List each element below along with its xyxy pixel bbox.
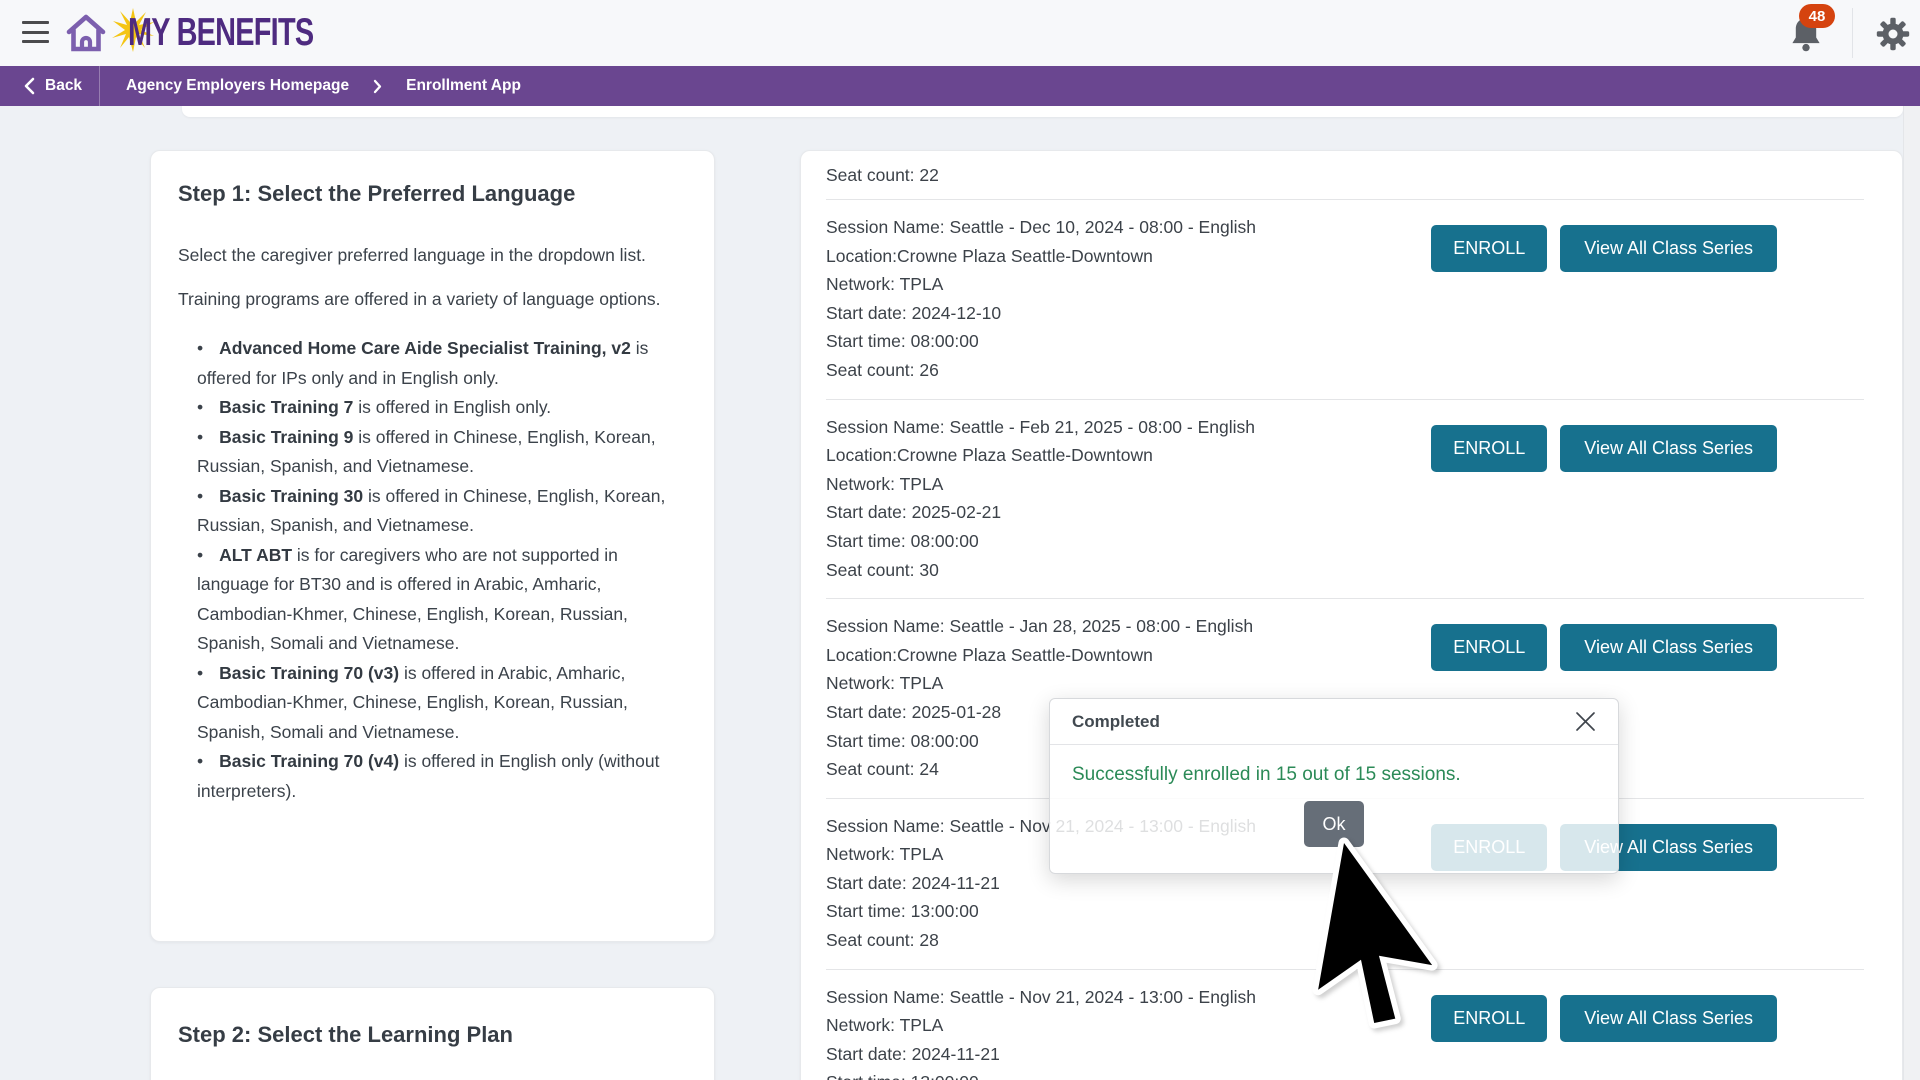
bullet-dot: • (197, 426, 204, 447)
program-language-bullet: • Advanced Home Care Aide Specialist Trai… (197, 338, 649, 388)
program-language-bullet: • Basic Training 70 (v3) is offered in Ar… (197, 662, 628, 742)
session-detail-line: Network: TPLA (826, 473, 944, 494)
session-list: Session Name: Seattle - Dec 10, 2024 - 0… (826, 199, 1864, 1080)
session-actions: ENROLL View All Class Series (1431, 225, 1777, 385)
session-row: Session Name: Seattle - Jan 28, 2025 - 0… (826, 598, 1864, 798)
vertical-scrollbar[interactable] (1903, 106, 1920, 1080)
session-row: Session Name: Seattle - Dec 10, 2024 - 0… (826, 199, 1864, 399)
session-detail-line: Network: TPLA (826, 1015, 944, 1036)
session-detail-line: Seat count: 30 (826, 559, 939, 580)
language-program-list: • Advanced Home Care Aide Specialist Trai… (178, 334, 686, 806)
back-label: Back (45, 77, 83, 94)
session-detail-line: Network: TPLA (826, 673, 944, 694)
session-detail-line: Start time: 13:00:00 (826, 1068, 1256, 1080)
session-details: Session Name: Seattle - Feb 21, 2025 - 0… (826, 413, 1255, 585)
step2-title: Step 2: Select the Learning Plan (178, 1022, 513, 1047)
modal-title: Completed (1072, 711, 1160, 731)
view-all-class-series-button[interactable]: View All Class Series (1560, 424, 1777, 472)
enroll-button[interactable]: ENROLL (1431, 624, 1548, 672)
session-detail-line: Session Name: Seattle - Nov 21, 2024 - 1… (826, 986, 1256, 1007)
starburst-icon (112, 8, 154, 52)
bullet-dot: • (197, 397, 204, 417)
ok-button[interactable]: Ok (1304, 801, 1364, 847)
mouse-cursor-arrow (1312, 837, 1438, 1029)
session-detail-line: Start time: 08:00:00 (826, 730, 979, 751)
brand-title: MY BENEFITS (128, 11, 314, 54)
settings-gear-icon[interactable] (1869, 15, 1910, 51)
view-all-class-series-button[interactable]: View All Class Series (1560, 624, 1777, 672)
step1-paragraph-2: Training programs are offered in a varie… (178, 288, 661, 309)
notification-count-badge: 48 (1799, 4, 1835, 28)
session-row: Session Name: Seattle - Nov 21, 2024 - 1… (826, 968, 1864, 1080)
session-detail-line: Seat count: 26 (826, 359, 939, 380)
bullet-dot: • (197, 338, 204, 358)
session-detail-line: Start time: 08:00:00 (826, 530, 979, 551)
enrollment-success-message: Successfully enrolled in 15 out of 15 se… (1072, 764, 1461, 785)
enroll-button[interactable]: ENROLL (1431, 424, 1548, 472)
bullet-dot: • (197, 544, 204, 565)
program-language-bullet: • Basic Training 30 is offered in Chinese… (197, 485, 666, 536)
chevron-right-icon (373, 79, 382, 93)
program-language-bullet: • ALT ABT is for caregivers who are not s… (197, 544, 628, 654)
session-detail-line: Network: TPLA (826, 844, 944, 865)
step1-title: Step 1: Select the Preferred Language (178, 181, 576, 206)
program-language-bullet: • Basic Training 9 is offered in Chinese,… (197, 426, 656, 477)
session-details: Session Name: Seattle - Nov 21, 2024 - 1… (826, 983, 1256, 1080)
step2-card: Step 2: Select the Learning Plan (150, 987, 715, 1080)
completed-modal: Completed Successfully enrolled in 15 ou… (1049, 698, 1619, 874)
bullet-dot: • (197, 485, 204, 506)
header-divider (1852, 8, 1853, 58)
session-detail-line: Start time: 13:00:00 (826, 901, 979, 922)
program-language-bullet: • Basic Training 7 is offered in English … (197, 397, 552, 417)
menu-hamburger-icon[interactable] (22, 21, 49, 43)
step1-card: Step 1: Select the Preferred Language Se… (150, 150, 715, 942)
session-detail-line: Session Name: Seattle - Feb 21, 2025 - 0… (826, 416, 1255, 437)
program-language-bullet: • Basic Training 70 (v4) is offered in En… (197, 751, 660, 801)
session-row: Session Name: Seattle - Feb 21, 2025 - 0… (826, 398, 1864, 599)
enroll-button[interactable]: ENROLL (1431, 225, 1548, 272)
session-detail-line: Start date: 2024-11-21 (826, 1043, 1000, 1064)
partial-session-seat-count: Seat count: 22 (826, 165, 939, 185)
session-details: Session Name: Seattle - Nov 21, 2024 - 1… (826, 812, 1256, 955)
session-detail-line: Location:Crowne Plaza Seattle-Downtown (826, 245, 1153, 266)
session-detail-line: Start date: 2024-11-21 (826, 872, 1000, 893)
view-all-class-series-button[interactable]: View All Class Series (1560, 994, 1777, 1042)
session-detail-line: Location:Crowne Plaza Seattle-Downtown (826, 644, 1153, 665)
session-detail-line: Start date: 2024-12-10 (826, 302, 1002, 323)
scrolled-card-bottom-edge (182, 106, 1903, 117)
session-detail-line: Session Name: Seattle - Jan 28, 2025 - 0… (826, 616, 1254, 637)
breadcrumb-agency-employers-homepage[interactable]: Agency Employers Homepage (120, 76, 355, 96)
session-detail-line: Seat count: 28 (826, 930, 939, 951)
session-details: Session Name: Seattle - Jan 28, 2025 - 0… (826, 612, 1253, 784)
session-detail-line: Start date: 2025-02-21 (826, 502, 1002, 523)
view-all-class-series-button[interactable]: View All Class Series (1560, 225, 1777, 272)
session-detail-line: Start time: 08:00:00 (826, 331, 979, 352)
session-details: Session Name: Seattle - Dec 10, 2024 - 0… (826, 213, 1256, 385)
modal-body: Successfully enrolled in 15 out of 15 se… (1050, 745, 1618, 847)
session-detail-line: Seat count: 24 (826, 759, 939, 780)
home-house-icon (66, 14, 106, 52)
chevron-left-icon (24, 77, 35, 95)
enroll-button[interactable]: ENROLL (1431, 994, 1548, 1042)
session-detail-line: Session Name: Seattle - Dec 10, 2024 - 0… (826, 217, 1256, 237)
bullet-dot: • (197, 751, 204, 771)
breadcrumb-bar: Back Agency Employers Homepage Enrollmen… (0, 66, 1920, 106)
session-detail-line: Location:Crowne Plaza Seattle-Downtown (826, 445, 1153, 466)
session-detail-line: Start date: 2025-01-28 (826, 701, 1002, 722)
top-header: MY BENEFITS 48 (0, 0, 1920, 66)
session-detail-line: Network: TPLA (826, 274, 944, 295)
close-x-icon[interactable] (1575, 711, 1596, 732)
modal-header: Completed (1050, 699, 1618, 745)
step1-paragraph-1: Select the caregiver preferred language … (178, 245, 646, 265)
back-button[interactable]: Back (0, 66, 100, 106)
breadcrumb-enrollment-app[interactable]: Enrollment App (400, 76, 527, 96)
bullet-dot: • (197, 662, 204, 683)
breadcrumb: Agency Employers Homepage Enrollment App (100, 76, 527, 96)
